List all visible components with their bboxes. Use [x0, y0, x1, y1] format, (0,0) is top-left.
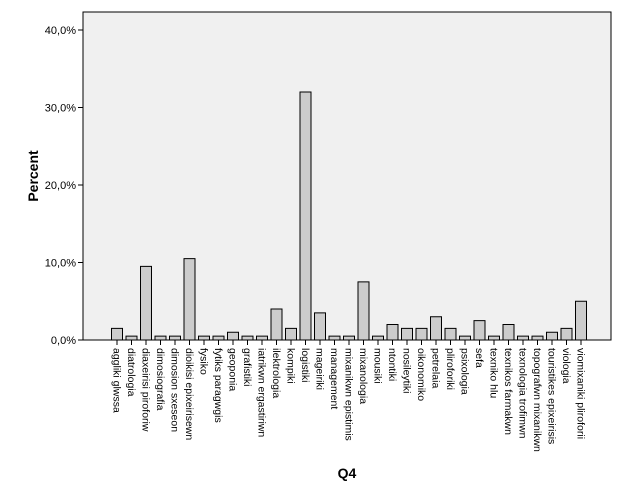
x-category-label: sefa — [473, 348, 485, 368]
x-category-label: texnikos farmakwn — [502, 348, 514, 435]
x-category-label: geoponia — [227, 348, 239, 391]
x-category-label: logistiki — [299, 348, 311, 382]
x-category-label: diatrologia — [125, 348, 137, 397]
bar — [386, 324, 399, 341]
bar — [212, 335, 225, 341]
bar — [256, 335, 268, 341]
bar — [575, 300, 587, 341]
x-category-label: ntontiki — [386, 348, 398, 381]
plot-area — [82, 11, 612, 341]
x-category-label: viologia — [560, 348, 572, 384]
bar — [270, 308, 283, 341]
x-category-label: petrelaia — [430, 348, 442, 388]
bar — [560, 327, 573, 341]
x-category-label: topografwn mixanikwn — [531, 348, 543, 452]
bar — [241, 335, 254, 341]
bar — [517, 335, 529, 341]
x-category-label: mixanikwn epistimis — [343, 348, 355, 441]
x-category-label: dimosiografia — [154, 348, 166, 411]
bar — [285, 327, 297, 341]
y-tick-label: 30,0% — [45, 103, 76, 115]
x-axis-title: Q4 — [338, 465, 357, 481]
bar — [415, 327, 428, 341]
x-category-label: aggliki glwssa — [111, 348, 123, 413]
x-category-label: grafistiki — [241, 348, 253, 387]
x-category-label: psixologia — [459, 348, 471, 395]
bar — [546, 331, 558, 341]
x-category-label: texniko hlu — [488, 348, 500, 398]
y-tick-label: 20,0% — [45, 180, 76, 192]
x-category-label: texnologia trofimwn — [517, 348, 529, 439]
x-category-label: mageiriki — [314, 348, 326, 390]
y-tick-label: 40,0% — [45, 25, 76, 37]
bar — [198, 335, 210, 341]
x-category-label: fysiko — [198, 348, 210, 375]
bar — [473, 320, 486, 341]
bar — [111, 327, 123, 341]
bar — [444, 327, 457, 341]
bars-group — [111, 91, 587, 341]
bar — [459, 335, 471, 341]
bar — [154, 335, 167, 341]
bar — [343, 335, 355, 341]
bar — [401, 327, 413, 341]
bar — [183, 258, 196, 341]
x-category-label: dimosion sxeseon — [169, 348, 181, 432]
bar — [140, 265, 152, 341]
x-category-label: nosileytiki — [401, 348, 413, 394]
bar — [227, 331, 239, 341]
x-category-label: ilektrologia — [270, 348, 282, 398]
bar — [372, 335, 384, 341]
x-category-label: mixanologia — [357, 348, 369, 404]
bar — [169, 335, 181, 341]
x-axis: aggliki glwssa diatrologia diaxeirisi piro… — [111, 340, 587, 452]
x-category-label: kompiki — [285, 348, 297, 384]
bar — [314, 312, 326, 341]
x-category-label: diaxeirisi piroforiw — [140, 348, 152, 432]
x-category-label: dioikisi epixeirisewn — [183, 348, 195, 440]
x-category-label: fytiks paragwgis — [212, 348, 224, 423]
bar — [531, 335, 544, 341]
bar — [328, 335, 341, 341]
bar — [430, 316, 442, 341]
x-category-label: mousiki — [372, 348, 384, 384]
bar — [125, 335, 138, 341]
x-category-label: oikonomiko — [415, 348, 427, 401]
x-category-label: pliroforiki — [444, 348, 456, 390]
bar — [299, 91, 312, 341]
y-tick-label: 0,0% — [51, 335, 76, 347]
y-axis-title: Percent — [25, 150, 41, 202]
x-category-label: iatrikwn ergastiriwn — [256, 348, 268, 437]
bar — [357, 281, 370, 341]
bar — [502, 324, 515, 341]
y-tick-label: 10,0% — [45, 258, 76, 270]
bar — [488, 335, 500, 341]
y-axis: 0,0% 10,0% 20,0% 30,0% 40,0% — [45, 25, 83, 347]
x-category-label: viomixaniki pliroforii — [575, 348, 587, 439]
x-category-label: touristikes epixeirisis — [546, 348, 558, 444]
x-category-label: management — [328, 348, 340, 409]
